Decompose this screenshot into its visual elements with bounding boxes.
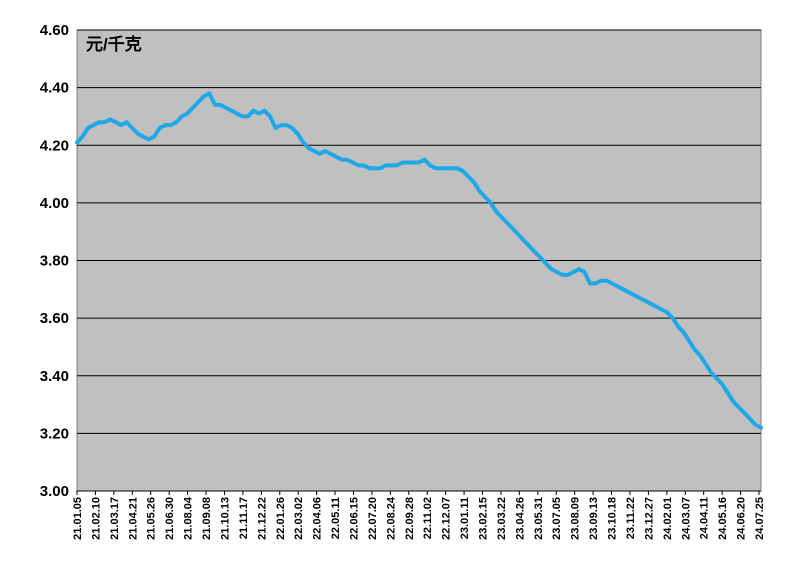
y-tick-label: 3.80 [40, 253, 69, 270]
x-tick-label: 21.08.04 [183, 496, 195, 540]
x-tick-label: 23.12.27 [643, 497, 655, 540]
x-tick-label: 21.12.22 [256, 497, 268, 540]
x-tick-label: 23.08.09 [570, 497, 582, 540]
x-tick-label: 22.07.20 [367, 497, 379, 540]
x-tick-label: 23.02.15 [478, 497, 490, 540]
x-tick-label: 24.03.07 [680, 497, 692, 540]
x-tick-label: 24.02.01 [662, 497, 674, 540]
x-tick-label: 23.07.05 [551, 497, 563, 540]
y-tick-label: 3.00 [40, 483, 69, 500]
x-tick-label: 22.12.07 [441, 497, 453, 540]
y-axis-ticks: 3.00 3.20 3.40 3.60 3.80 4.00 4.20 4.40 4.60 [40, 22, 69, 500]
y-tick-label: 4.00 [40, 195, 69, 212]
x-tick-label: 21.04.21 [127, 497, 139, 540]
y-tick-label: 4.40 [40, 80, 69, 97]
x-tick-label: 23.05.31 [533, 497, 545, 540]
x-tick-label: 21.05.26 [146, 497, 158, 540]
y-tick-label: 3.60 [40, 310, 69, 327]
x-tick-label: 24.07.25 [754, 497, 766, 540]
x-tick-label: 24.05.16 [717, 497, 729, 540]
x-tick-label: 23.11.22 [625, 497, 637, 539]
y-tick-label: 4.60 [40, 22, 69, 39]
x-tick-label: 24.06.20 [736, 497, 748, 540]
x-tick-label: 22.09.28 [404, 497, 416, 540]
x-tick-label: 23.04.26 [514, 497, 526, 540]
x-tick-label: 24.04.11 [699, 497, 711, 539]
x-tick-label: 21.06.30 [164, 497, 176, 540]
x-tick-label: 21.02.10 [90, 497, 102, 540]
x-tick-label: 23.01.11 [459, 497, 471, 539]
x-tick-label: 22.05.11 [330, 497, 342, 539]
y-tick-label: 3.20 [40, 425, 69, 442]
y-tick-label: 4.20 [40, 137, 69, 154]
x-tick-label: 22.01.26 [275, 497, 287, 540]
x-tick-label: 23.10.18 [607, 497, 619, 540]
x-tick-label: 23.09.13 [588, 497, 600, 540]
x-tick-label: 22.03.02 [293, 497, 305, 540]
x-tick-label: 23.03.22 [496, 497, 508, 540]
unit-label: 元/千克 [86, 34, 142, 54]
x-tick-label: 22.04.06 [312, 497, 324, 540]
y-tick-label: 3.40 [40, 368, 69, 385]
x-tick-label: 21.01.05 [72, 497, 84, 540]
x-axis-ticks: 21.01.05 21.02.10 21.03.17 21.04.21 21.05.26… [72, 491, 766, 540]
x-tick-label: 22.06.15 [348, 497, 360, 540]
x-tick-label: 21.09.08 [201, 497, 213, 540]
series-line [75, 91, 763, 430]
x-tick-label: 22.11.02 [422, 497, 434, 539]
x-tick-label: 21.11.17 [238, 497, 250, 539]
x-tick-label: 21.10.13 [219, 497, 231, 540]
x-tick-label: 22.08.24 [385, 496, 397, 540]
x-tick-label: 21.03.17 [109, 497, 121, 540]
gridlines [77, 29, 761, 492]
